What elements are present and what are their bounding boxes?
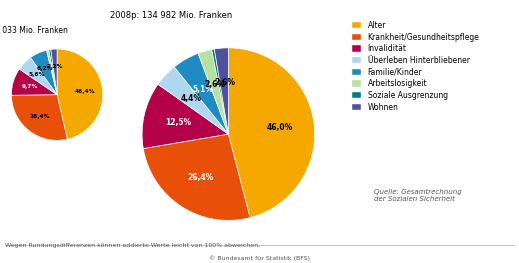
- Wedge shape: [57, 49, 103, 139]
- Wedge shape: [142, 84, 228, 149]
- Wedge shape: [11, 69, 57, 95]
- Text: Quelle: Gesamtrechnung
der Sozialen Sicherheit: Quelle: Gesamtrechnung der Sozialen Sich…: [374, 189, 461, 203]
- Text: © Bundesamt für Statistik (BFS): © Bundesamt für Statistik (BFS): [209, 256, 310, 261]
- Text: 2,2%: 2,2%: [47, 64, 63, 69]
- Text: 28,4%: 28,4%: [29, 114, 50, 119]
- Text: 26,4%: 26,4%: [187, 173, 213, 182]
- Text: 1990: 58 033 Mio. Franken: 1990: 58 033 Mio. Franken: [0, 26, 67, 34]
- Wedge shape: [174, 53, 228, 134]
- Text: 5,1%: 5,1%: [193, 84, 213, 94]
- Text: 6,2%: 6,2%: [37, 67, 53, 72]
- Wedge shape: [49, 49, 57, 95]
- Wedge shape: [212, 49, 228, 134]
- Text: 2008p: 134 982 Mio. Franken: 2008p: 134 982 Mio. Franken: [110, 11, 232, 20]
- Text: 4,4%: 4,4%: [181, 94, 201, 103]
- Wedge shape: [158, 67, 228, 134]
- Text: 2,6%: 2,6%: [214, 78, 235, 87]
- Text: Wegen Rundungsdifferenzen können addierte Werte leicht von 100% abweichen.: Wegen Rundungsdifferenzen können addiert…: [5, 243, 261, 248]
- Wedge shape: [214, 48, 228, 134]
- Wedge shape: [198, 49, 228, 134]
- Wedge shape: [228, 48, 315, 218]
- Wedge shape: [19, 58, 57, 95]
- Text: 12,5%: 12,5%: [165, 118, 191, 127]
- Text: 2,6%: 2,6%: [204, 80, 225, 89]
- Wedge shape: [31, 50, 57, 95]
- Text: 9,7%: 9,7%: [22, 84, 38, 89]
- Legend: Alter, Krankheit/Gesundheitspflege, Invalidität, Überleben Hinterbliebener, Fami: Alter, Krankheit/Gesundheitspflege, Inva…: [351, 19, 481, 113]
- Wedge shape: [51, 49, 57, 95]
- Wedge shape: [47, 50, 57, 95]
- Text: 46,4%: 46,4%: [75, 89, 95, 94]
- Wedge shape: [11, 95, 67, 140]
- Wedge shape: [143, 134, 250, 220]
- Text: 5,6%: 5,6%: [29, 72, 45, 77]
- Text: 46,0%: 46,0%: [267, 123, 293, 132]
